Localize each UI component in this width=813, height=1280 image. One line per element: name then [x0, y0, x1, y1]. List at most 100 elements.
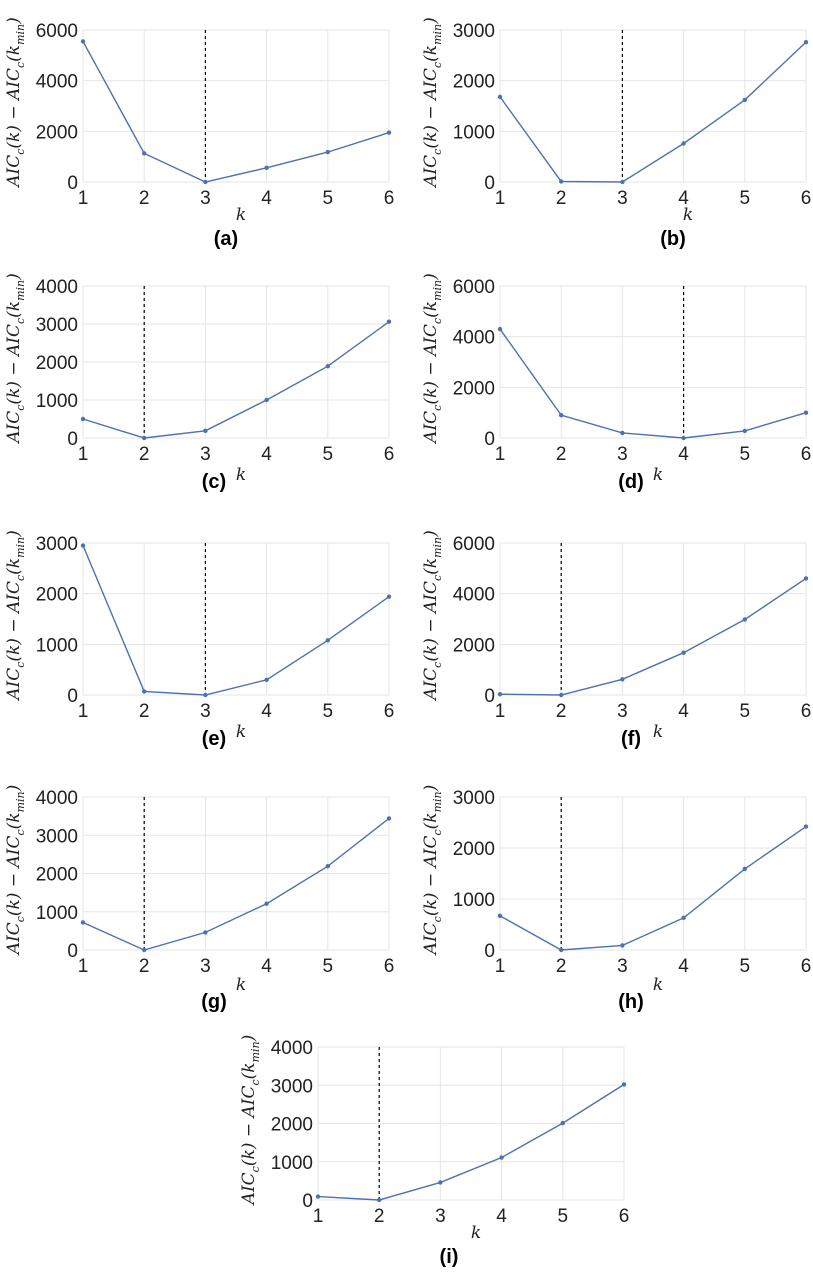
y-axis-title-part: ): [4, 273, 24, 281]
data-point: [497, 692, 503, 697]
x-tick-label: 6: [801, 188, 812, 209]
y-tick-label: 2000: [453, 72, 495, 93]
x-tick-label: 6: [801, 444, 812, 465]
y-axis-title-part: ): [421, 17, 441, 25]
data-point: [620, 430, 625, 436]
x-tick-label: 4: [678, 188, 689, 209]
x-tick-label: 5: [740, 444, 751, 465]
data-point: [325, 638, 330, 643]
x-tick-label: 3: [200, 701, 211, 722]
data-point: [681, 141, 686, 146]
y-axis-title-part: c: [14, 916, 27, 922]
x-tick-label: 5: [323, 444, 334, 465]
data-point: [681, 435, 686, 441]
y-axis-title-part: ): [4, 785, 24, 793]
y-axis-title-part: AIC: [4, 324, 24, 358]
x-tick-label: 1: [78, 444, 89, 465]
y-tick-label: 0: [67, 173, 78, 194]
data-point: [80, 39, 86, 44]
y-tick-label: 0: [302, 1191, 313, 1212]
y-axis-title-part: −: [4, 100, 24, 125]
x-axis-title: k: [236, 205, 246, 225]
y-axis-title-part: AIC: [4, 922, 24, 956]
x-tick-label: 6: [384, 444, 395, 465]
y-tick-label: 2000: [36, 353, 78, 374]
x-tick-label: 5: [740, 188, 751, 209]
x-tick-label: 3: [617, 956, 628, 977]
aic-series-line: [499, 41, 807, 183]
x-tick-label: 1: [78, 956, 89, 977]
y-axis-title-part: (k): [4, 893, 24, 917]
y-axis-title-part: −: [421, 867, 441, 892]
y-axis-title-part: −: [421, 100, 441, 125]
data-point: [620, 943, 625, 948]
y-axis-title-part: (k): [4, 125, 24, 149]
data-point: [559, 692, 564, 698]
x-tick-label: 6: [384, 956, 395, 977]
data-point: [80, 416, 86, 422]
y-axis-title: AICc(k) − AICc(kmin): [4, 273, 27, 445]
data-point: [386, 816, 392, 821]
y-axis-title: AICc(k) − AICc(kmin): [421, 273, 444, 445]
x-tick-label: 3: [617, 188, 628, 209]
data-point: [142, 689, 147, 694]
data-point: [325, 363, 330, 369]
y-tick-label: 0: [484, 429, 495, 450]
x-tick-label: 2: [556, 956, 567, 977]
aic-series-line: [499, 577, 807, 696]
y-tick-label: 3000: [453, 21, 495, 42]
x-tick-label: 6: [384, 188, 395, 209]
y-axis-title-part: (k: [239, 1062, 259, 1079]
y-axis-title-part: min: [14, 791, 27, 812]
x-axis-title: k: [653, 722, 663, 742]
x-tick-label: 3: [200, 444, 211, 465]
y-axis-title-part: min: [431, 791, 444, 812]
y-axis-title: AICc(k) − AICc(kmin): [421, 530, 444, 702]
y-axis-title-part: (k): [421, 125, 441, 149]
data-point: [203, 692, 208, 698]
data-point: [264, 901, 269, 906]
data-point: [264, 165, 269, 171]
x-tick-label: 5: [558, 1206, 569, 1227]
data-point: [803, 39, 809, 45]
data-point: [264, 397, 269, 403]
y-axis-title-part: ): [239, 1035, 259, 1043]
data-point: [264, 677, 269, 682]
x-tick-label: 4: [261, 444, 272, 465]
x-tick-label: 3: [617, 701, 628, 722]
y-axis-title-part: (k: [421, 301, 441, 318]
data-point: [803, 576, 809, 581]
y-axis-title-part: (k: [421, 558, 441, 575]
data-point: [620, 179, 625, 185]
data-point: [621, 1082, 627, 1087]
aic-series-line: [82, 817, 390, 951]
aic-series-line: [82, 321, 390, 439]
y-axis-title-part: c: [14, 575, 27, 581]
y-axis-title-part: (k: [4, 812, 24, 829]
y-tick-label: 3000: [36, 534, 78, 555]
y-axis-title-part: ): [4, 530, 24, 538]
y-tick-label: 6000: [36, 21, 78, 42]
data-point: [559, 413, 564, 418]
y-axis-title-part: c: [14, 829, 27, 835]
y-tick-label: 2000: [453, 839, 495, 860]
x-tick-label: 2: [139, 444, 150, 465]
panel-label: (g): [201, 991, 227, 1013]
data-point: [742, 97, 747, 103]
y-axis-title-part: c: [249, 1079, 262, 1085]
y-axis-title-part: min: [14, 537, 27, 558]
y-tick-label: 6000: [453, 277, 495, 298]
data-point: [559, 179, 564, 184]
y-axis-title-part: −: [421, 356, 441, 381]
panel-label: (c): [202, 471, 226, 493]
data-point: [620, 677, 625, 682]
x-axis-title: k: [236, 975, 246, 995]
data-point: [203, 930, 208, 935]
y-axis-title-part: ): [421, 785, 441, 793]
